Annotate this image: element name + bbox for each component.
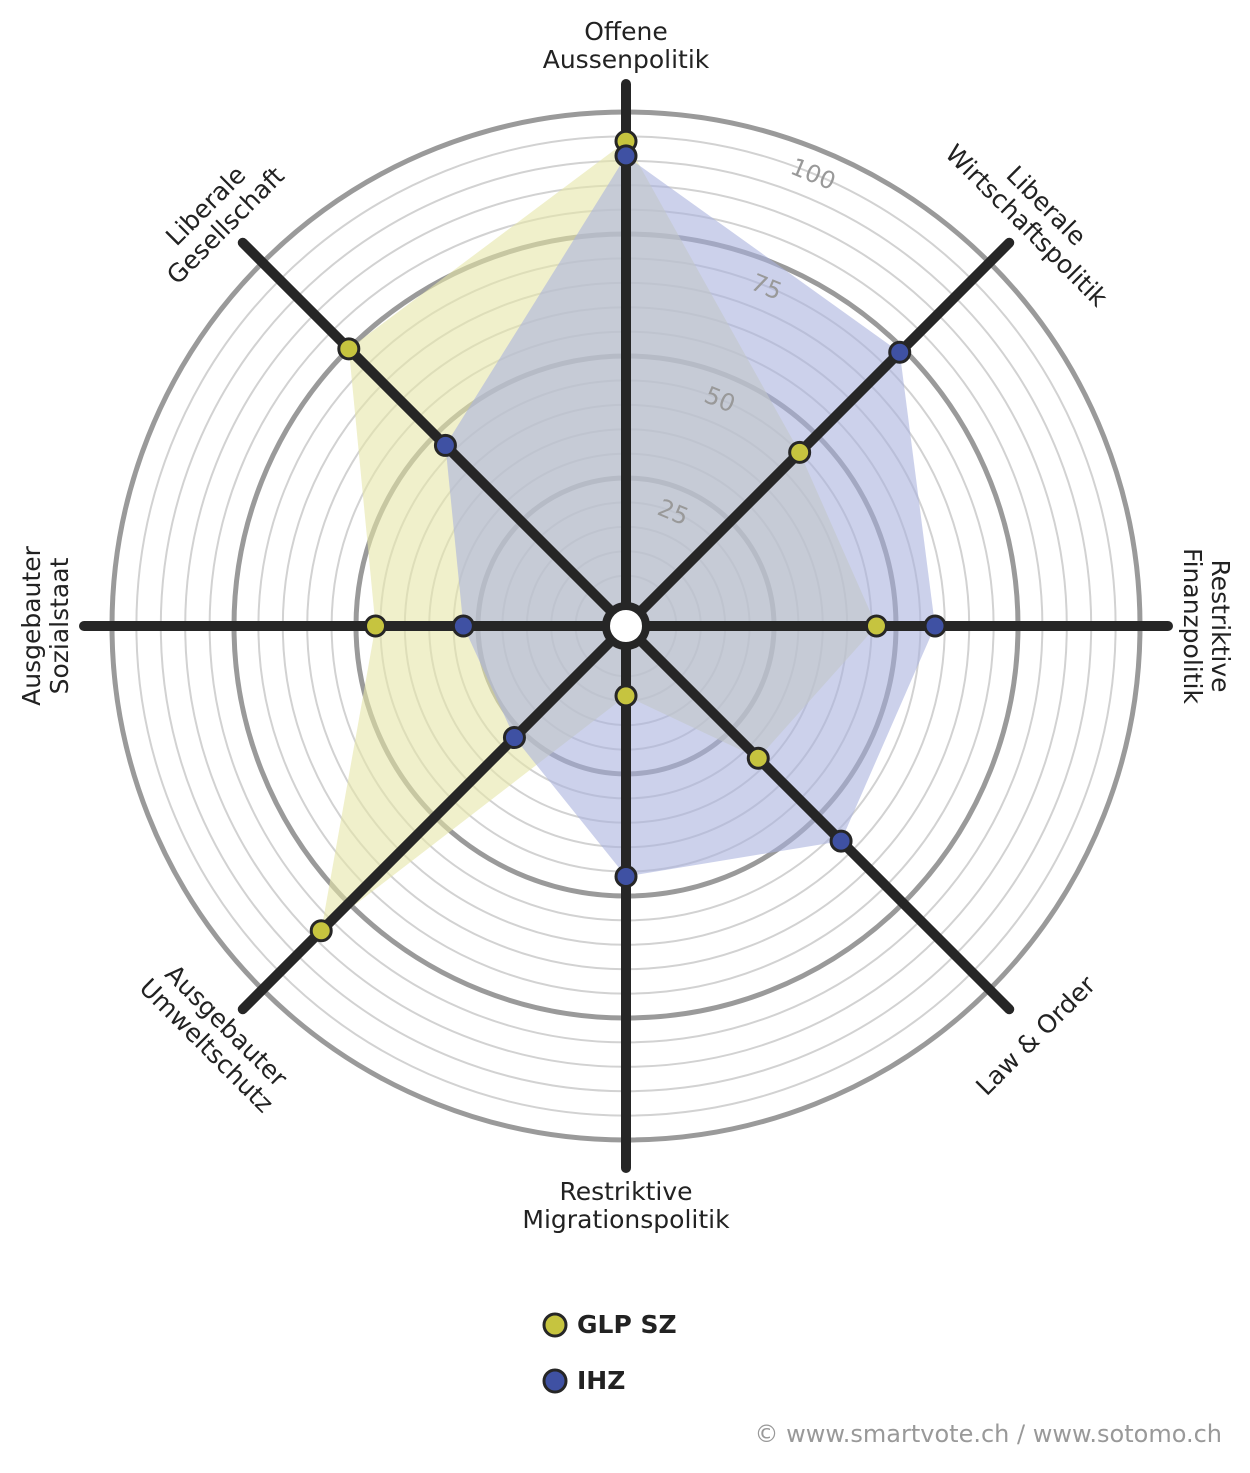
- axis-label: Ausgebauter Sozialstaat: [17, 546, 74, 706]
- center: [602, 602, 650, 650]
- legend-marker: [542, 1312, 568, 1338]
- data-point: [923, 614, 947, 638]
- data-point: [433, 433, 457, 457]
- axis-label: Restriktive Finanzpolitik: [1178, 548, 1235, 704]
- axis-label: Offene Aussenpolitik: [542, 17, 710, 74]
- data-point: [614, 144, 638, 168]
- legend-label: IHZ: [577, 1366, 626, 1395]
- axis-line: [237, 237, 631, 631]
- tick-label: 100: [787, 153, 840, 196]
- legend-label: GLP SZ: [577, 1310, 677, 1339]
- data-point: [829, 829, 853, 853]
- data-point: [746, 746, 770, 770]
- axis-label: Restriktive Migrationspolitik: [522, 1177, 730, 1234]
- data-point: [614, 684, 638, 708]
- data-point: [502, 726, 526, 750]
- data-point: [614, 864, 638, 888]
- series-area: [445, 155, 936, 877]
- data-point: [864, 614, 888, 638]
- data-point: [337, 337, 361, 361]
- data-point: [788, 440, 812, 464]
- axis-line: [621, 237, 1015, 631]
- source: © www.smartvote.ch / www.sotomo.ch: [754, 1420, 1222, 1448]
- data-point: [364, 614, 388, 638]
- legend-marker: [542, 1368, 568, 1394]
- data-point: [451, 614, 475, 638]
- data-point: [309, 919, 333, 943]
- data-point: [888, 340, 912, 364]
- axis-line: [237, 621, 631, 1015]
- axis-line: [621, 621, 1015, 1015]
